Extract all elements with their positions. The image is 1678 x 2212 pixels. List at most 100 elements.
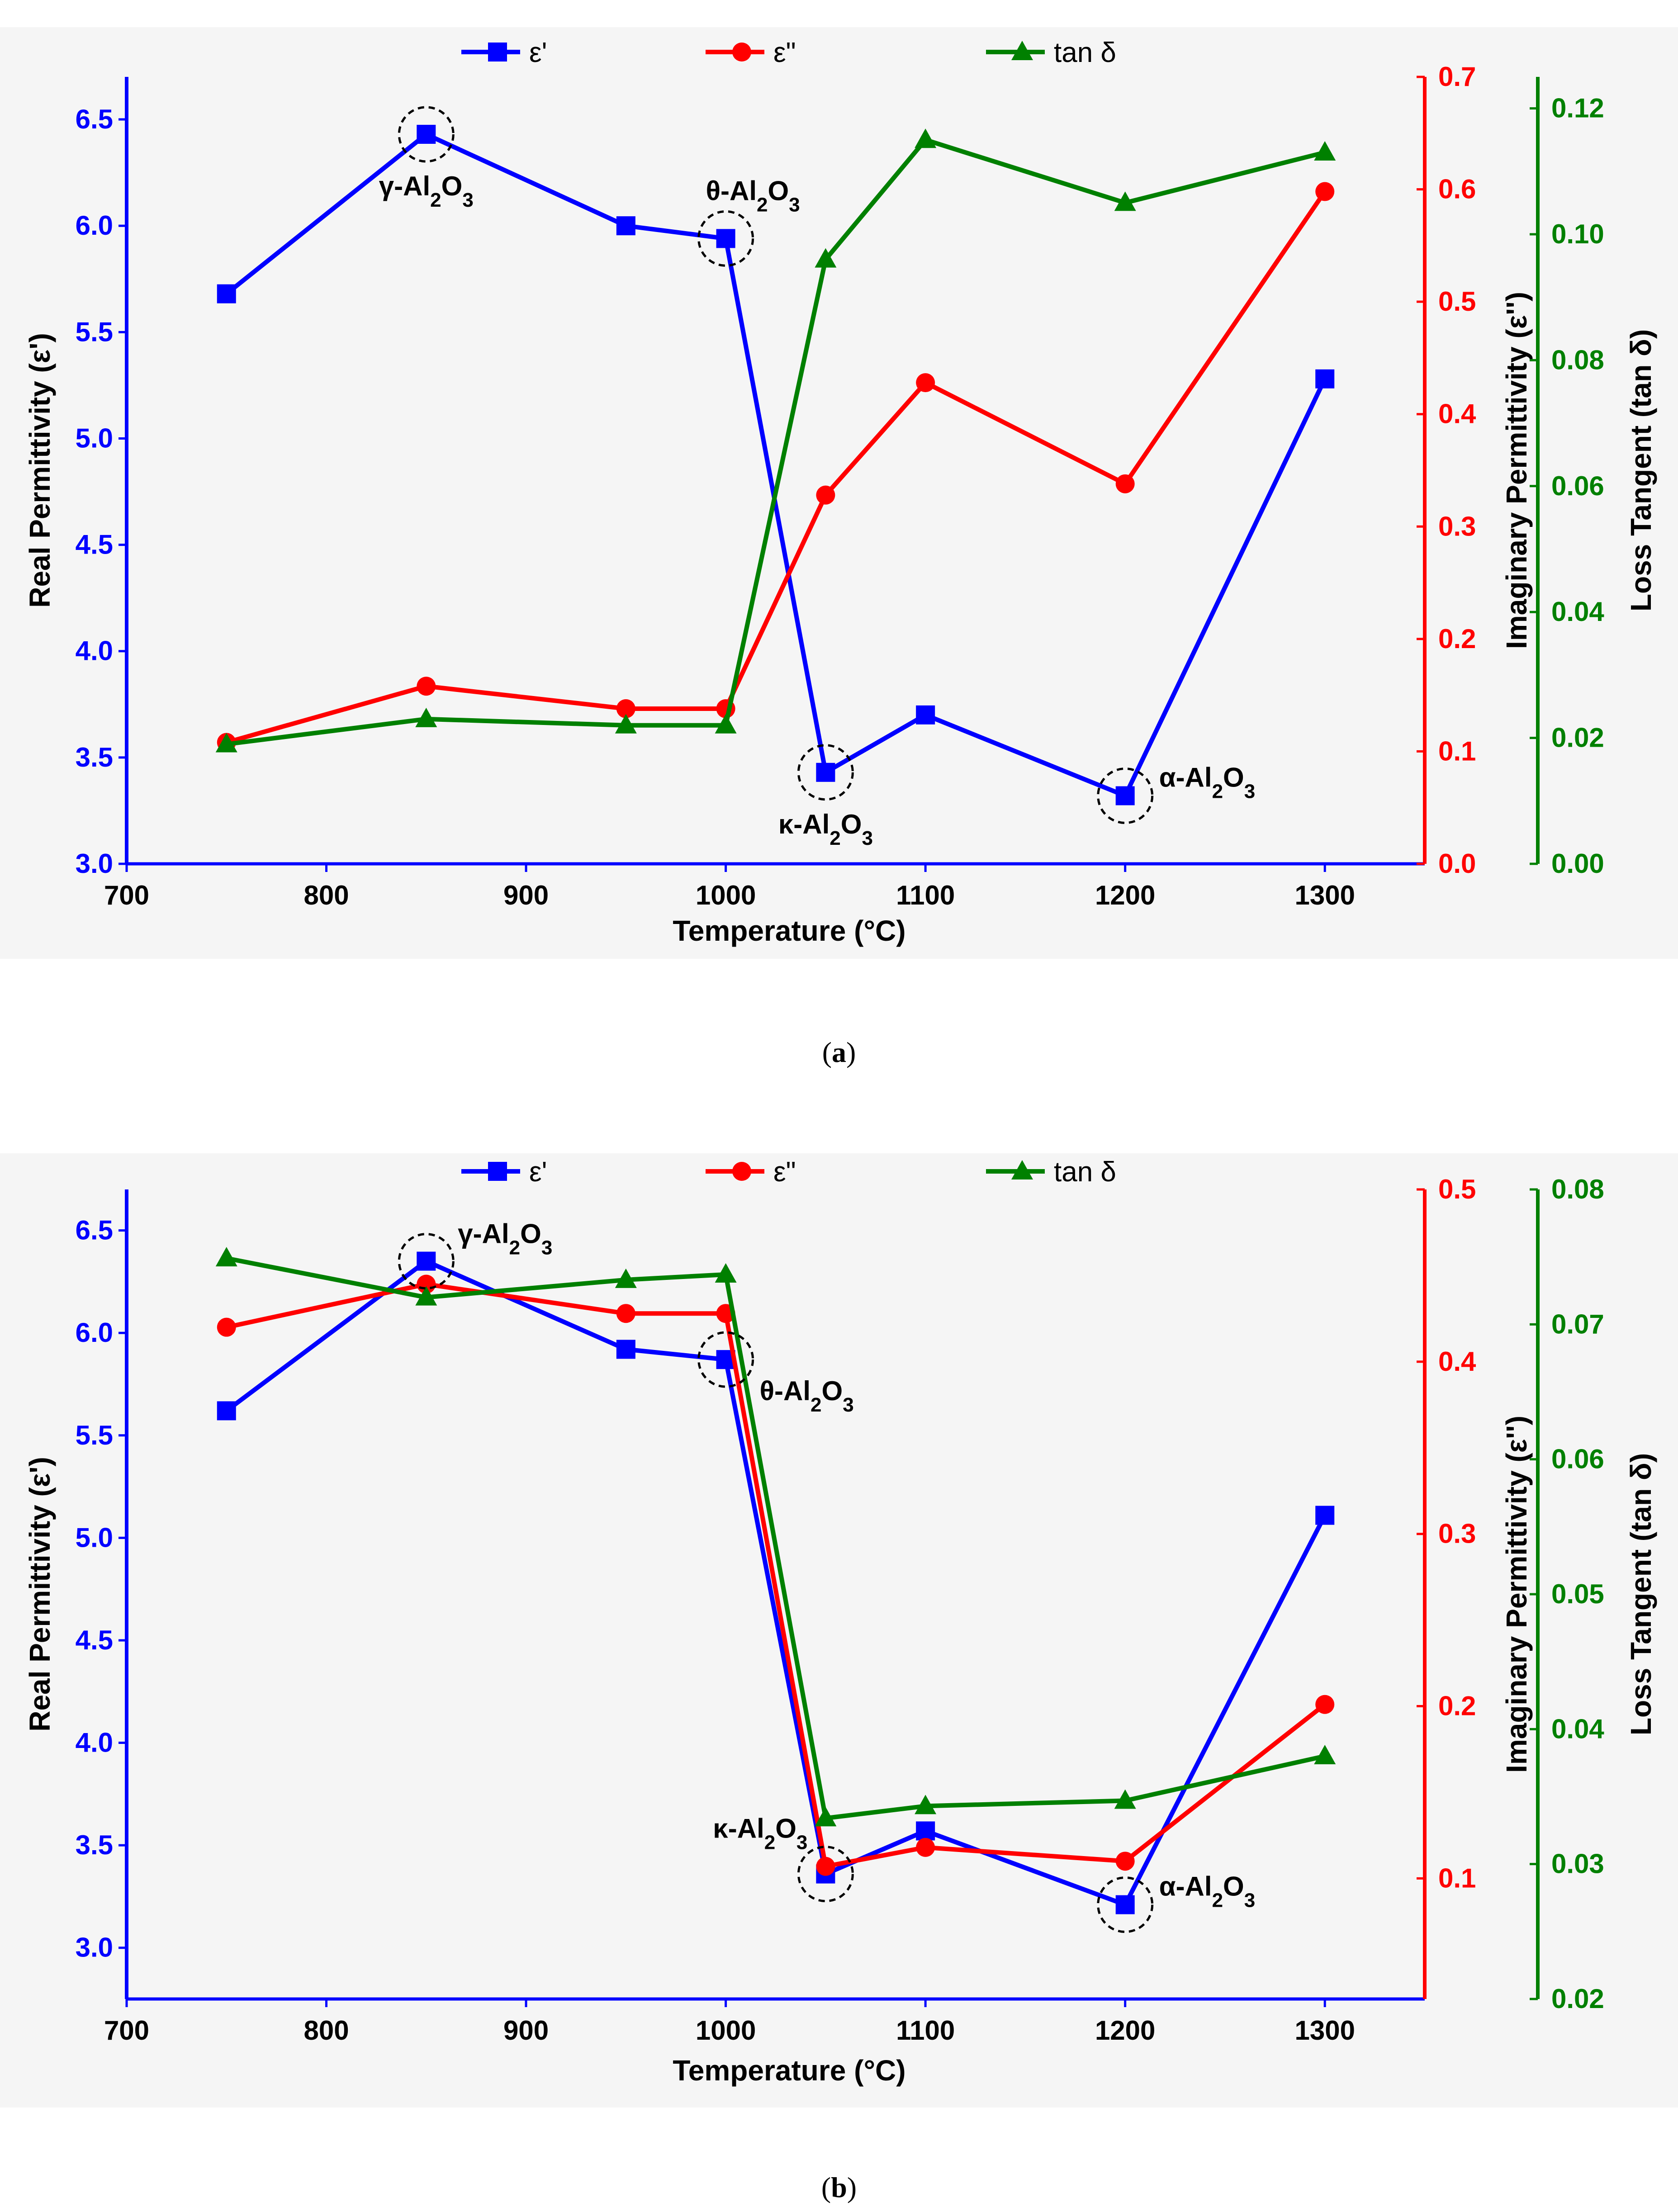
data-point-1 xyxy=(1115,474,1135,493)
series-1 xyxy=(217,1274,1335,1876)
data-point-2 xyxy=(915,128,937,148)
series-2 xyxy=(215,1247,1336,1827)
x-tick-label: 800 xyxy=(303,880,349,910)
legend-marker-0 xyxy=(488,1162,507,1181)
data-point-0 xyxy=(217,1401,236,1421)
right2-y-axis-title: Loss Tangent (tan δ) xyxy=(1625,1453,1657,1735)
x-tick-label: 1000 xyxy=(696,2015,756,2046)
annotation-2: κ-Al2O3 xyxy=(778,744,873,849)
data-point-2 xyxy=(415,707,437,727)
right2-y-tick-label: 0.08 xyxy=(1551,345,1604,375)
x-tick-label: 700 xyxy=(104,880,149,910)
left-y-tick-label: 4.0 xyxy=(76,636,113,666)
right1-y-axis-title: Imaginary Permittivity (ε'') xyxy=(1500,292,1533,649)
phase-label: γ-Al2O3 xyxy=(379,171,474,211)
right2-y-tick-label: 0.03 xyxy=(1551,1849,1604,1879)
right1-y-tick-label: 0.3 xyxy=(1438,511,1476,541)
right1-y-tick-label: 0.1 xyxy=(1438,1863,1476,1893)
x-tick-label: 1000 xyxy=(696,880,756,910)
data-point-2 xyxy=(815,248,837,268)
series-2 xyxy=(215,128,1336,753)
annotation-1: θ-Al2O3 xyxy=(697,1331,854,1416)
data-point-0 xyxy=(816,763,835,782)
legend-label-0: ε' xyxy=(529,37,547,68)
legend-label-2: tan δ xyxy=(1054,1156,1116,1188)
phase-label: κ-Al2O3 xyxy=(713,1814,807,1853)
legend-marker-2 xyxy=(1011,1160,1033,1179)
x-tick-label: 1300 xyxy=(1294,880,1355,910)
series-line-0 xyxy=(225,1259,1327,1907)
series-line-0 xyxy=(225,132,1327,798)
data-point-1 xyxy=(816,485,835,505)
left-y-tick-label: 6.5 xyxy=(76,104,113,134)
series-line-2 xyxy=(226,137,1326,747)
left-y-tick-label: 4.5 xyxy=(76,530,113,560)
data-point-0 xyxy=(1115,1895,1135,1914)
series-0 xyxy=(217,1251,1335,1914)
right1-y-tick-label: 0.2 xyxy=(1438,624,1476,654)
data-point-1 xyxy=(1315,182,1335,201)
data-point-1 xyxy=(816,1857,835,1876)
x-tick-label: 1300 xyxy=(1294,2015,1355,2046)
annotation-3: α-Al2O3 xyxy=(1097,1871,1256,1933)
series-0 xyxy=(217,124,1335,805)
dashed-circle-marker xyxy=(1097,1876,1154,1933)
phase-label: θ-Al2O3 xyxy=(760,1376,854,1416)
data-point-0 xyxy=(417,124,436,144)
caption-a: (a) xyxy=(822,1036,856,1068)
data-point-0 xyxy=(616,216,635,236)
data-point-1 xyxy=(616,699,635,718)
right1-y-tick-label: 0.0 xyxy=(1438,848,1476,879)
data-point-2 xyxy=(215,733,237,753)
data-point-1 xyxy=(217,1317,236,1337)
phase-label: α-Al2O3 xyxy=(1159,763,1256,803)
right1-y-tick-label: 0.3 xyxy=(1438,1519,1476,1549)
right1-y-tick-label: 0.2 xyxy=(1438,1691,1476,1721)
x-tick-label: 1200 xyxy=(1095,880,1155,910)
annotation-3: α-Al2O3 xyxy=(1097,763,1256,824)
phase-label: θ-Al2O3 xyxy=(706,175,800,216)
caption-b-letter: b xyxy=(831,2171,847,2203)
right2-y-tick-label: 0.00 xyxy=(1551,848,1604,879)
left-y-tick-label: 6.0 xyxy=(76,1317,113,1348)
data-point-0 xyxy=(1315,369,1335,388)
right2-y-tick-label: 0.06 xyxy=(1551,1444,1604,1474)
series-line-2 xyxy=(226,1256,1326,1821)
x-axis-title: Temperature (°C) xyxy=(673,914,905,947)
x-tick-label: 800 xyxy=(303,2015,349,2046)
data-point-0 xyxy=(716,229,735,248)
right1-y-tick-label: 0.4 xyxy=(1438,1346,1476,1377)
series-1 xyxy=(217,182,1335,752)
left-y-tick-label: 5.0 xyxy=(76,423,113,453)
right2-y-tick-label: 0.10 xyxy=(1551,219,1604,249)
data-point-2 xyxy=(215,1247,237,1267)
legend-marker-1 xyxy=(732,43,751,62)
legend: ε' ε" tan δ xyxy=(461,37,1116,68)
data-point-1 xyxy=(616,1304,635,1323)
annotation-1: θ-Al2O3 xyxy=(697,175,800,267)
left-y-axis-title: Real Permittivity (ε') xyxy=(24,1457,56,1732)
right1-y-tick-label: 0.1 xyxy=(1438,736,1476,766)
chart-a-svg: 700 800 900 1000 1100 1200 1300 Temperature (°C… xyxy=(24,37,1657,947)
data-point-0 xyxy=(916,705,935,725)
left-y-tick-label: 4.0 xyxy=(76,1728,113,1758)
phase-label: α-Al2O3 xyxy=(1159,1871,1256,1912)
data-point-1 xyxy=(916,373,935,393)
series-line-1 xyxy=(226,1282,1327,1869)
x-tick-label: 1100 xyxy=(896,880,955,910)
right1-y-tick-label: 0.7 xyxy=(1438,62,1476,92)
left-y-tick-label: 3.5 xyxy=(76,742,113,772)
dashed-circle-marker xyxy=(697,210,754,267)
chart-panel-a: 700 800 900 1000 1100 1200 1300 Temperature (°C… xyxy=(0,27,1678,959)
right2-y-tick-label: 0.04 xyxy=(1551,597,1604,627)
x-axis-title: Temperature (°C) xyxy=(673,2054,905,2087)
data-point-1 xyxy=(1315,1695,1335,1714)
legend-label-1: ε" xyxy=(773,37,796,68)
chart-a: 700 800 900 1000 1100 1200 1300 Temperature (°C… xyxy=(24,37,1657,947)
chart-b: 700 800 900 1000 1100 1200 1300 Temperature (°C… xyxy=(24,1156,1657,2087)
left-y-tick-label: 3.0 xyxy=(76,848,113,879)
data-point-2 xyxy=(815,1807,837,1827)
data-point-2 xyxy=(415,1286,437,1306)
right2-y-tick-label: 0.08 xyxy=(1551,1174,1604,1204)
legend-marker-1 xyxy=(732,1162,751,1181)
